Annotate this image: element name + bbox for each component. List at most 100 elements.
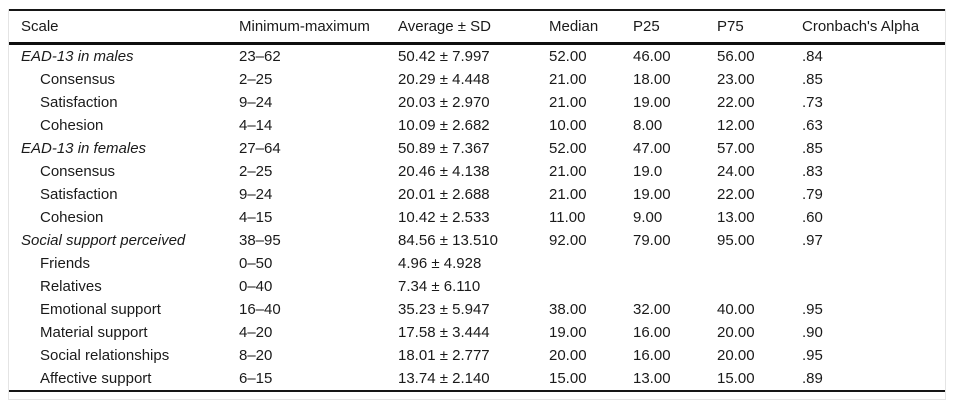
cell-p75: 15.00: [717, 370, 755, 387]
cell-p75: 20.00: [717, 324, 755, 341]
table-body: EAD-13 in males 23–62 50.42 ± 7.997 52.0…: [9, 44, 945, 391]
table-row: Material support 4–20 17.58 ± 3.444 19.0…: [9, 321, 945, 344]
table-row: Satisfaction 9–24 20.01 ± 2.688 21.00 19…: [9, 183, 945, 206]
cell-scale-label: Social support perceived: [21, 232, 186, 249]
cell-minimum-maximum: 4–20: [239, 324, 273, 341]
cell-median: 52.00: [549, 48, 587, 65]
table-row: Social support perceived 38–95 84.56 ± 1…: [9, 229, 945, 252]
cell-p25: 16.00: [633, 347, 671, 364]
column-header-scale: Scale: [9, 10, 239, 45]
cell-average-sd: 18.01 ± 2.777: [398, 347, 490, 364]
cell-p75: [717, 275, 802, 298]
cell-median: 21.00: [549, 94, 587, 111]
cell-average-sd: 20.03 ± 2.970: [398, 94, 490, 111]
cell-p75: 56.00: [717, 48, 755, 65]
cell-median: 15.00: [549, 370, 587, 387]
cell-p75: 40.00: [717, 301, 755, 318]
cell-scale-label: Satisfaction: [40, 94, 118, 111]
cell-scale-label: Friends: [40, 255, 91, 272]
table-row: Friends 0–50 4.96 ± 4.928: [9, 252, 945, 275]
table-row: Social relationships 8–20 18.01 ± 2.777 …: [9, 344, 945, 367]
cell-cronbachs-alpha: .95: [802, 301, 823, 318]
cell-p25: 16.00: [633, 324, 671, 341]
cell-scale-label: Cohesion: [40, 209, 104, 226]
cell-median: 20.00: [549, 347, 587, 364]
cell-scale-label: Satisfaction: [40, 186, 118, 203]
table-row: Consensus 2–25 20.29 ± 4.448 21.00 18.00…: [9, 68, 945, 91]
cell-p25: 19.00: [633, 94, 671, 111]
cell-minimum-maximum: 9–24: [239, 186, 273, 203]
cell-cronbachs-alpha: .73: [802, 94, 823, 111]
cell-minimum-maximum: 0–40: [239, 278, 273, 295]
cell-p25: 32.00: [633, 301, 671, 318]
cell-p75: [717, 252, 802, 275]
column-header-median: Median: [549, 10, 633, 45]
cell-cronbachs-alpha: .85: [802, 140, 823, 157]
column-header-average-sd: Average ± SD: [398, 10, 549, 45]
cell-minimum-maximum: 8–20: [239, 347, 273, 364]
table-row: Cohesion 4–15 10.42 ± 2.533 11.00 9.00 1…: [9, 206, 945, 229]
table-row: EAD-13 in females 27–64 50.89 ± 7.367 52…: [9, 137, 945, 160]
cell-p25: 79.00: [633, 232, 671, 249]
cell-scale-label: Affective support: [40, 370, 152, 387]
column-header-p25: P25: [633, 10, 717, 45]
cell-scale-label: Cohesion: [40, 117, 104, 134]
cell-median: 92.00: [549, 232, 587, 249]
cell-p25: 8.00: [633, 117, 663, 134]
cell-p75: 24.00: [717, 163, 755, 180]
cell-cronbachs-alpha: .83: [802, 163, 823, 180]
cell-minimum-maximum: 27–64: [239, 140, 281, 157]
cell-median: 21.00: [549, 163, 587, 180]
column-header-p75: P75: [717, 10, 802, 45]
cell-minimum-maximum: 16–40: [239, 301, 281, 318]
table-row: Satisfaction 9–24 20.03 ± 2.970 21.00 19…: [9, 91, 945, 114]
table-row: Cohesion 4–14 10.09 ± 2.682 10.00 8.00 1…: [9, 114, 945, 137]
cell-average-sd: 10.09 ± 2.682: [398, 117, 490, 134]
cell-median: 21.00: [549, 186, 587, 203]
cell-p75: 20.00: [717, 347, 755, 364]
cell-average-sd: 50.89 ± 7.367: [398, 140, 490, 157]
cell-median: [549, 275, 633, 298]
cell-scale-label: Relatives: [40, 278, 102, 295]
cell-average-sd: 50.42 ± 7.997: [398, 48, 490, 65]
cell-average-sd: 35.23 ± 5.947: [398, 301, 490, 318]
cell-average-sd: 84.56 ± 13.510: [398, 232, 498, 249]
cell-average-sd: 20.01 ± 2.688: [398, 186, 490, 203]
cell-minimum-maximum: 4–15: [239, 209, 273, 226]
cell-median: 52.00: [549, 140, 587, 157]
cell-cronbachs-alpha: [802, 275, 945, 298]
cell-cronbachs-alpha: .84: [802, 48, 823, 65]
cell-minimum-maximum: 38–95: [239, 232, 281, 249]
cell-minimum-maximum: 2–25: [239, 71, 273, 88]
cell-p75: 12.00: [717, 117, 755, 134]
cell-cronbachs-alpha: .90: [802, 324, 823, 341]
table-frame: Scale Minimum-maximum Average ± SD Media…: [8, 9, 946, 400]
cell-p25: [633, 252, 717, 275]
cell-cronbachs-alpha: .79: [802, 186, 823, 203]
cell-scale-label: Material support: [40, 324, 148, 341]
table-row: Relatives 0–40 7.34 ± 6.110: [9, 275, 945, 298]
cell-average-sd: 4.96 ± 4.928: [398, 255, 482, 272]
cell-scale-label: Social relationships: [40, 347, 170, 364]
column-header-minimum-maximum: Minimum-maximum: [239, 10, 398, 45]
cell-p25: 46.00: [633, 48, 671, 65]
cell-minimum-maximum: 2–25: [239, 163, 273, 180]
cell-average-sd: 7.34 ± 6.110: [398, 278, 481, 295]
cell-p75: 57.00: [717, 140, 755, 157]
table-row: Affective support 6–15 13.74 ± 2.140 15.…: [9, 367, 945, 391]
cell-scale-label: Consensus: [40, 71, 116, 88]
cell-average-sd: 13.74 ± 2.140: [398, 370, 490, 387]
cell-p25: 13.00: [633, 370, 671, 387]
cell-median: 11.00: [549, 209, 586, 226]
cell-p25: 19.00: [633, 186, 671, 203]
cell-minimum-maximum: 0–50: [239, 255, 273, 272]
cell-cronbachs-alpha: .63: [802, 117, 823, 134]
cell-minimum-maximum: 6–15: [239, 370, 273, 387]
cell-cronbachs-alpha: .85: [802, 71, 823, 88]
column-header-cronbachs-alpha: Cronbach's Alpha: [802, 10, 945, 45]
cell-minimum-maximum: 23–62: [239, 48, 281, 65]
cell-p75: 23.00: [717, 71, 755, 88]
cell-p75: 95.00: [717, 232, 755, 249]
cell-p25: 19.0: [633, 163, 663, 180]
